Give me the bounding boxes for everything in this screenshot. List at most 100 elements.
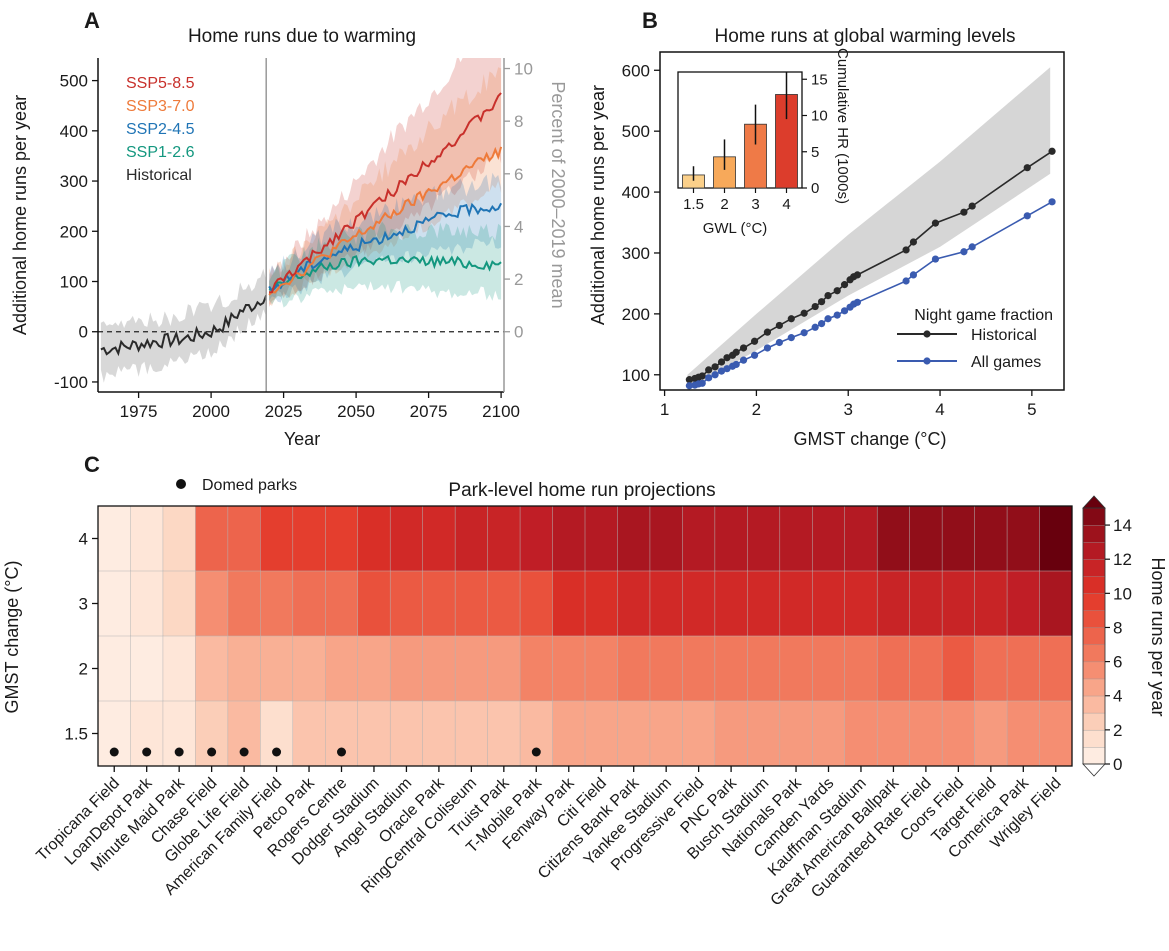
y-tick-label: 200	[60, 222, 88, 241]
colorbar-tick-label: 12	[1113, 550, 1132, 569]
heatmap-cell	[909, 700, 943, 767]
colorbar-segment	[1082, 610, 1106, 628]
colorbar-tick-label: 4	[1113, 687, 1122, 706]
heatmap-cell	[357, 505, 391, 572]
point-historical	[739, 344, 748, 352]
panel-c-letter: C	[84, 452, 100, 477]
colorbar-tick-label: 2	[1113, 721, 1122, 740]
point-all_games	[818, 320, 826, 328]
heatmap-cell	[422, 700, 456, 767]
panel-c-ylabel: GMST change (°C)	[2, 561, 22, 714]
legend-ssp585: SSP5-8.5	[126, 75, 195, 92]
point-historical	[960, 208, 968, 216]
colorbar-segment	[1082, 695, 1106, 714]
point-all_games	[750, 351, 759, 359]
colorbar-min-extend	[1082, 763, 1106, 777]
heatmap-cell	[130, 570, 164, 637]
inset-x-tick-label: 1.5	[683, 196, 704, 213]
heatmap-cell	[844, 700, 878, 767]
heatmap-cell	[682, 505, 716, 572]
panel-a-axes: 1975 2000 2025 2050 2075 2100-100010020030040…	[54, 58, 533, 421]
colorbar-frame	[1082, 507, 1106, 765]
heatmap-cell	[844, 570, 878, 637]
heatmap-cell	[292, 700, 326, 767]
heatmap-cell	[389, 700, 424, 767]
point-historical	[800, 309, 808, 317]
heatmap-cell	[97, 700, 132, 767]
heatmap-cell	[454, 635, 489, 702]
heatmap-cell	[162, 505, 196, 572]
point-historical	[902, 246, 910, 254]
point-historical	[968, 202, 976, 210]
y-tick-label: 300	[60, 172, 88, 191]
point-historical	[1023, 164, 1031, 172]
line-ssp126	[268, 254, 502, 292]
heatmap-cell	[1039, 635, 1073, 702]
heatmap-cell	[552, 505, 586, 572]
heatmap-cell	[130, 700, 164, 767]
heatmap-cell	[519, 505, 554, 572]
colorbar-segment	[1082, 627, 1106, 646]
heatmap-cell	[584, 700, 619, 767]
heatmap-cell	[876, 635, 911, 702]
panel-a-xlabel: Year	[284, 429, 320, 449]
heatmap-cell	[941, 505, 976, 572]
point-historical	[750, 337, 759, 345]
heatmap-cell	[747, 635, 781, 702]
heatmap-cell	[260, 635, 294, 702]
colorbar: 0 2 4 6 8 10 12 14	[1082, 495, 1132, 777]
heatmap-cell	[325, 505, 359, 572]
panel-b-ylabel: Additional home runs per year	[588, 85, 608, 325]
heatmap-cell	[357, 700, 391, 767]
heatmap-cell	[714, 635, 748, 702]
panel-b-letter: B	[642, 8, 658, 33]
panel-c-title: Park-level home run projections	[448, 480, 715, 501]
band-ssp126	[269, 221, 502, 308]
colorbar-segment	[1082, 644, 1106, 663]
point-historical	[732, 348, 740, 356]
point-historical	[909, 238, 918, 246]
colorbar-tick-label: 8	[1113, 618, 1122, 637]
heatmap-cell	[617, 700, 651, 767]
heatmap-cell	[909, 505, 943, 572]
x-tick-label: 2050	[337, 402, 375, 421]
y-tick-label: 400	[622, 183, 650, 202]
heatmap-cell	[389, 570, 424, 637]
heatmap-cell	[422, 635, 456, 702]
heatmap-cell	[97, 570, 132, 637]
heatmap-cell	[162, 635, 196, 702]
y-tick-label: 500	[622, 122, 650, 141]
legend-ssp245: SSP2-4.5	[126, 121, 195, 138]
heatmap-cell	[487, 700, 521, 767]
heatmap-cell	[714, 700, 748, 767]
heatmap-cell	[292, 505, 326, 572]
heatmap-cell	[747, 570, 781, 637]
domed-park-marker	[239, 747, 249, 757]
heatmap-cell	[617, 570, 651, 637]
heatmap-cell	[260, 505, 294, 572]
legend-ssp370: SSP3-7.0	[126, 98, 195, 115]
point-all_games	[763, 344, 772, 352]
heatmap-cell	[617, 635, 651, 702]
x-tick-label: 2025	[265, 402, 303, 421]
point-all_games	[698, 379, 706, 387]
heatmap-cell	[292, 570, 326, 637]
row-label: 3	[79, 595, 88, 614]
panel-a: A Home runs due to warming 1975 2000 2025 2…	[10, 8, 568, 449]
point-all_games	[732, 360, 740, 369]
heatmap-cell	[649, 635, 683, 702]
domed-legend-marker	[176, 479, 186, 489]
domed-park-marker	[109, 747, 119, 757]
x-tick-label: 1	[660, 400, 669, 419]
heatmap-cell	[227, 635, 261, 702]
heatmap-cell	[97, 635, 132, 702]
domed-park-marker	[174, 747, 184, 757]
heatmap-cell	[649, 700, 683, 767]
colorbar-tick-label: 0	[1113, 755, 1122, 774]
point-all_games	[909, 271, 918, 279]
heatmap-cell	[1039, 505, 1073, 572]
domed-park-marker	[337, 747, 346, 757]
domed-park-marker	[207, 747, 217, 757]
point-historical	[931, 219, 940, 227]
